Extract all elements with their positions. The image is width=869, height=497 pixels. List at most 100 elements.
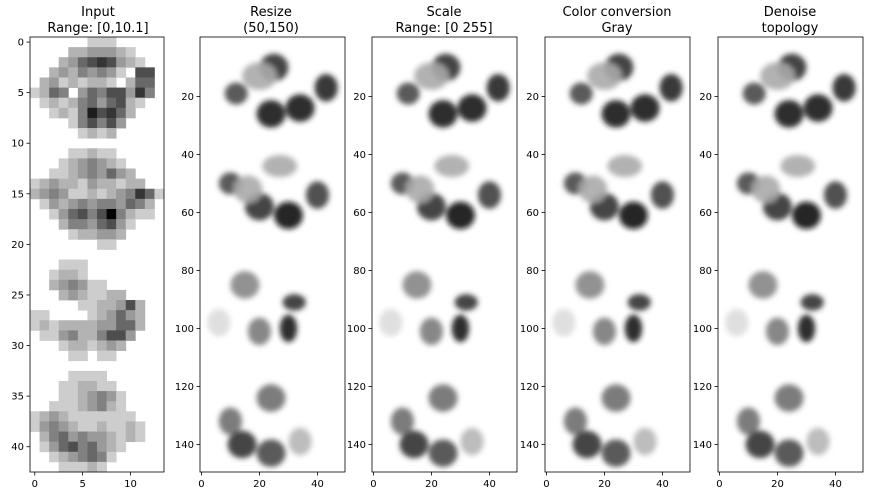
heatmap-cell [68,178,79,190]
heatmap-cell [106,441,117,453]
heatmap-cell [106,219,117,230]
intensity-blob [279,314,298,343]
heatmap-cell [87,168,98,180]
heatmap-cell [68,401,79,412]
heatmap-cell [77,229,88,240]
heatmap-cell [87,320,98,331]
heatmap-cell [30,188,40,200]
intensity-blob [390,407,415,436]
heatmap-cell [125,97,136,109]
heatmap-cell [144,87,155,99]
heatmap-cell [87,391,98,402]
heatmap-cell [68,47,79,58]
heatmap-cell [77,188,88,200]
heatmap-cell [116,107,127,119]
heatmap-cell [97,310,107,321]
heatmap-cell [87,188,98,200]
intensity-blob [791,201,821,230]
heatmap-cell [68,350,79,362]
heatmap-cell [125,188,136,200]
heatmap-cell [106,229,117,240]
heatmap-cell [97,148,107,159]
heatmap-cell [116,391,127,402]
heatmap-cell [97,178,107,190]
heatmap-cell [125,219,136,230]
y-tick-label: 0 [18,38,24,49]
intensity-blob [207,308,231,337]
heatmap-cell [97,198,107,210]
intensity-blob [659,73,683,102]
heatmap-cell [58,67,69,78]
heatmap-cell [77,107,88,119]
heatmap-cell [106,77,117,88]
x-tick-label: 0 [716,479,722,490]
heatmap-cell [97,37,107,48]
heatmap-cell [68,259,79,271]
intensity-blob [451,314,470,343]
y-tick-label: 100 [693,324,712,335]
intensity-blob [774,384,804,412]
intensity-blob [823,181,848,209]
heatmap-cell [97,77,107,88]
heatmap-cell [68,57,79,68]
heatmap-cell [49,279,60,291]
y-tick-label: 100 [520,324,539,335]
heatmap-image [552,53,683,467]
heatmap-cell [125,168,136,180]
heatmap-cell [49,320,60,331]
heatmap-cell [116,87,127,99]
heatmap-cell [116,431,127,443]
heatmap-cell [68,441,79,453]
heatmap-cell [97,158,107,169]
intensity-blob [832,73,856,102]
heatmap-cell [87,431,98,443]
heatmap-cell [58,198,69,210]
heatmap-cell [77,128,88,139]
heatmap-cell [154,188,165,200]
heatmap-cell [97,421,107,432]
intensity-blob [736,407,761,436]
heatmap-cell [106,380,117,392]
heatmap-cell [30,178,40,190]
heatmap-cell [97,300,107,311]
heatmap-cell [106,300,117,311]
heatmap-cell [77,431,88,443]
intensity-blob [399,430,429,459]
heatmap-cell [125,330,136,341]
intensity-blob [396,82,420,105]
heatmap-cell [116,97,127,109]
intensity-blob [601,439,631,467]
heatmap-cell [87,461,98,473]
heatmap-cell [106,350,117,362]
heatmap-cell [58,380,69,392]
intensity-blob [285,94,315,122]
intensity-blob [774,100,804,128]
intensity-blob [262,155,298,178]
intensity-blob [575,271,605,299]
intensity-blob [288,427,312,456]
x-tick-label: 20 [598,479,611,490]
heatmap-cell [77,219,88,230]
heatmap-cell [77,208,88,220]
heatmap-cell [106,330,117,341]
heatmap-cell [58,320,69,331]
heatmap-cell [49,431,60,443]
heatmap-cell [49,87,60,99]
heatmap-cell [77,401,88,412]
axes-frame [29,36,165,473]
heatmap-cell [135,57,146,68]
y-tick-label: 60 [181,208,194,219]
intensity-blob [256,384,286,412]
intensity-blob [247,317,272,346]
heatmap-cell [106,401,117,412]
heatmap-cell [30,411,40,422]
heatmap-cell [116,441,127,453]
heatmap-cell [68,431,79,443]
y-tick-label: 100 [347,324,366,335]
heatmap-cell [77,158,88,169]
heatmap-cell [87,380,98,392]
heatmap-cell [39,411,50,422]
heatmap-cell [116,340,127,352]
heatmap-cell [30,87,40,99]
heatmap-cell [125,320,136,331]
